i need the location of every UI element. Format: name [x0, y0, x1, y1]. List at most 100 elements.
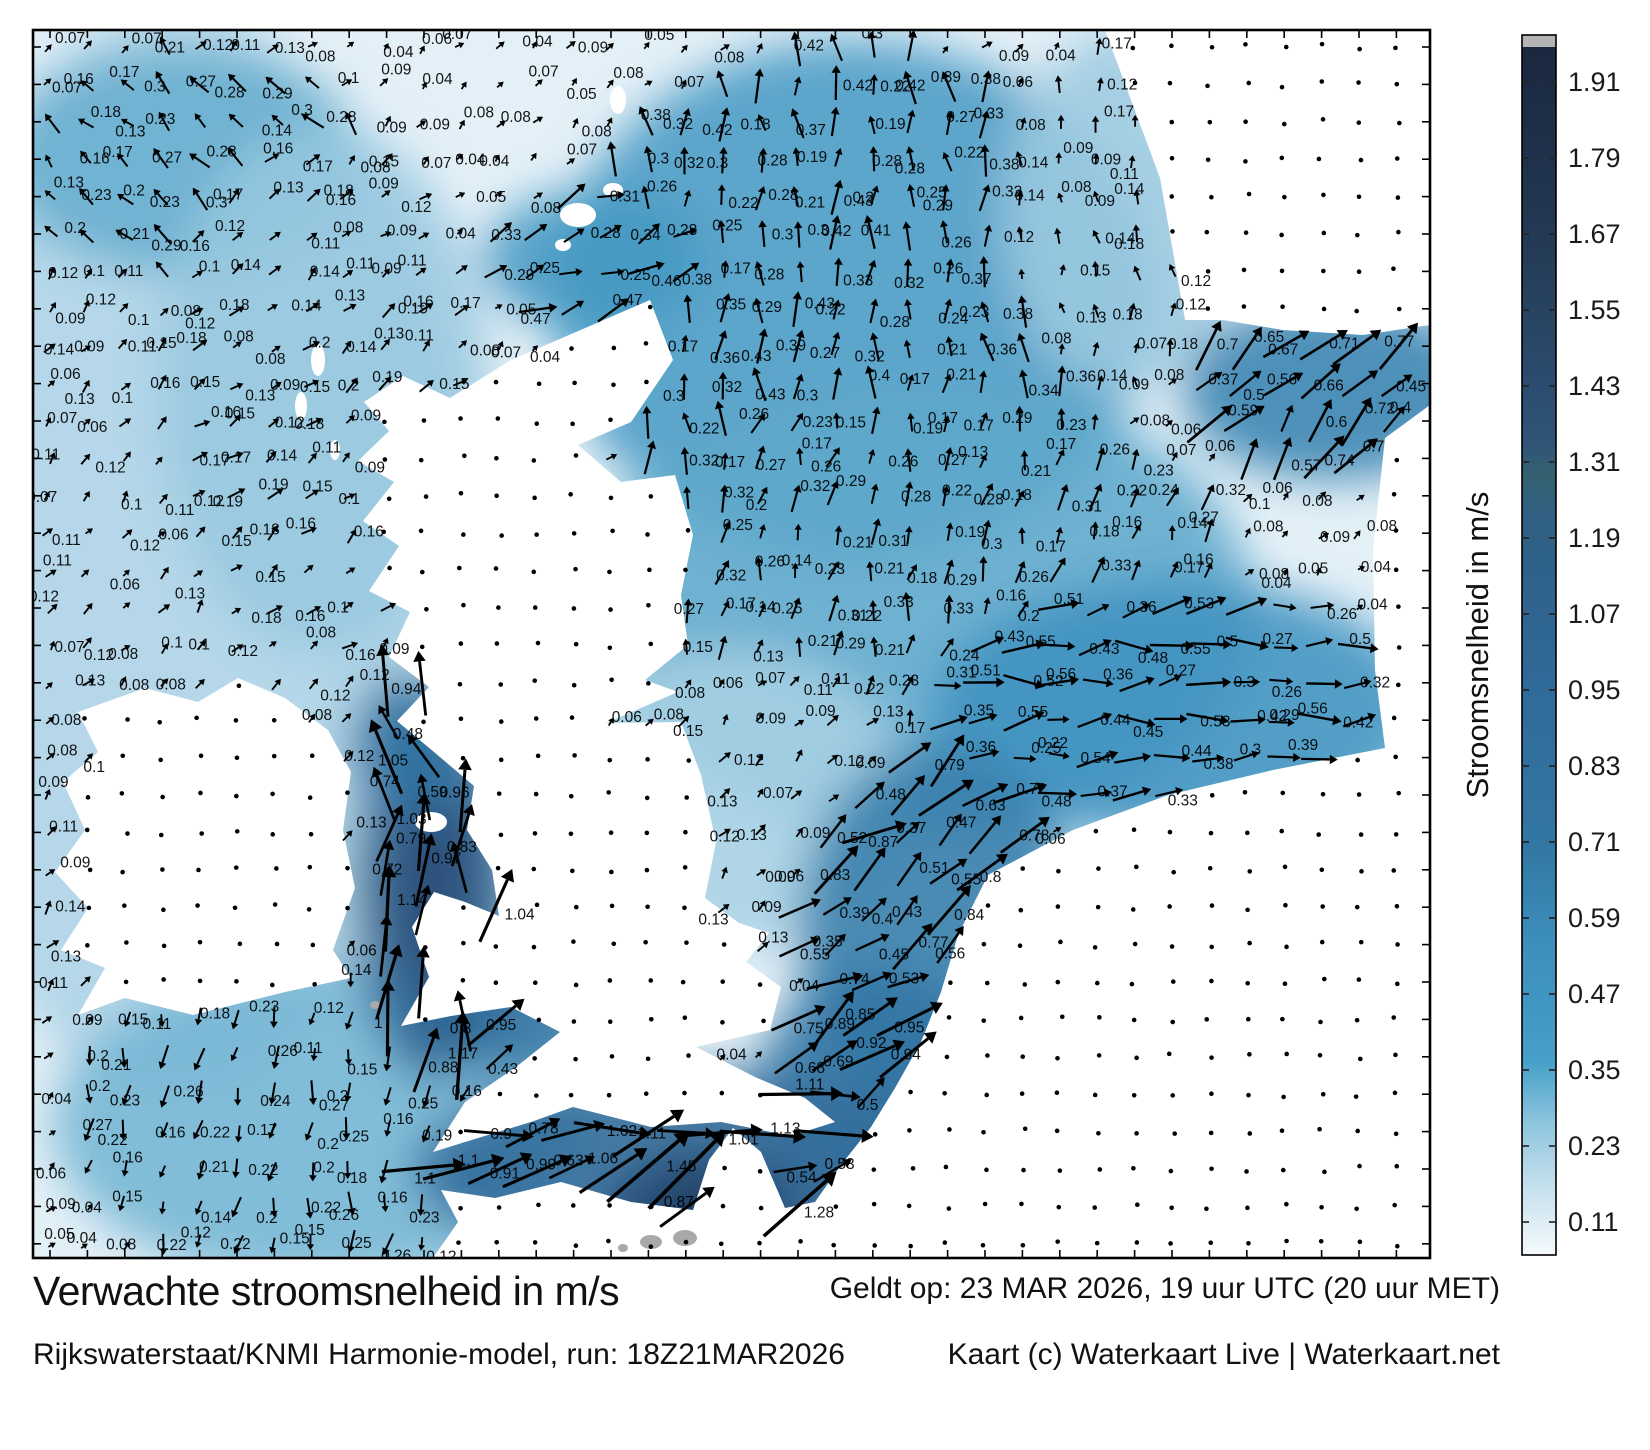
- current-vector: [720, 484, 729, 513]
- speed-label: 0.1: [327, 600, 349, 617]
- current-vector: [189, 77, 210, 94]
- land-dot: [1393, 1052, 1398, 1058]
- current-vector: [44, 44, 52, 53]
- speed-label: 0.36: [710, 350, 740, 367]
- current-vector: [534, 79, 543, 87]
- current-vector: [979, 256, 989, 288]
- speed-label: 1.03: [397, 811, 427, 828]
- current-vector: [192, 339, 208, 352]
- land-dot: [1092, 1092, 1098, 1098]
- island: [610, 86, 626, 114]
- current-vector: [341, 713, 352, 723]
- land-dot: [648, 494, 654, 499]
- current-vector: [1055, 526, 1063, 544]
- current-vector: [903, 70, 917, 105]
- current-vector: [484, 264, 508, 279]
- speed-label: 0.16: [263, 140, 293, 157]
- current-vector: [83, 418, 91, 426]
- current-vector: [268, 265, 282, 276]
- current-vector: [376, 644, 390, 717]
- current-vector: [870, 185, 879, 205]
- land-dot: [1171, 869, 1176, 875]
- speed-label: 0.07: [421, 155, 451, 172]
- land-dot: [122, 903, 127, 908]
- speed-label: 0.27: [938, 452, 968, 469]
- land-dot: [646, 602, 651, 608]
- current-vector: [718, 678, 725, 688]
- current-vector: [930, 714, 968, 731]
- speed-label: 0.25: [342, 1235, 372, 1252]
- current-vector: [345, 567, 356, 575]
- current-vector: [1186, 405, 1233, 444]
- land-dot: [532, 1056, 537, 1061]
- current-vector: [1200, 484, 1215, 511]
- speed-label: 0.04: [1261, 575, 1292, 592]
- current-vector: [903, 339, 912, 359]
- speed-label: 0.08: [1253, 518, 1283, 535]
- current-vector: [1204, 518, 1215, 543]
- speed-label: 0.43: [1089, 641, 1119, 658]
- current-vector: [45, 682, 53, 690]
- current-vector: [978, 184, 991, 212]
- land-dot: [609, 1054, 615, 1059]
- speed-label: 0.15: [347, 1062, 377, 1079]
- speed-label: 0.31: [610, 188, 640, 205]
- current-vector: [530, 152, 537, 161]
- current-vector: [1057, 114, 1065, 129]
- land-dot: [1021, 1167, 1026, 1173]
- speed-label: 0.22: [816, 302, 846, 319]
- land-dot: [536, 381, 542, 387]
- current-vector: [47, 380, 56, 387]
- current-vector: [834, 525, 843, 546]
- land-dot: [1280, 790, 1286, 796]
- current-vector: [120, 676, 127, 687]
- current-vector: [1128, 302, 1137, 321]
- current-vector: [342, 452, 350, 463]
- current-vector: [1230, 715, 1266, 725]
- speed-label: 0.23: [249, 999, 279, 1016]
- speed-label: 0.23: [150, 194, 180, 211]
- current-vector: [117, 193, 134, 206]
- current-vector: [1300, 363, 1341, 400]
- speed-label: 0.09: [351, 408, 381, 425]
- current-vector: [684, 679, 692, 689]
- speed-label: 0.13: [374, 325, 404, 342]
- speed-label: 0.41: [861, 223, 891, 240]
- speed-label: 0.2: [313, 1160, 335, 1177]
- current-vector: [1092, 190, 1100, 202]
- speed-label: 0.12: [215, 218, 245, 235]
- current-vector: [232, 263, 244, 275]
- current-vector: [1133, 189, 1141, 205]
- land-dot: [345, 790, 350, 795]
- speed-label: 0.13: [356, 815, 386, 832]
- land-dot: [1357, 46, 1362, 52]
- current-vector: [303, 379, 320, 388]
- land-dot: [1169, 194, 1175, 199]
- land-dot: [571, 939, 576, 944]
- land-dot: [120, 753, 126, 759]
- current-vector: [1057, 365, 1067, 397]
- speed-label: 0.38: [1204, 756, 1234, 773]
- land-dot: [233, 718, 239, 723]
- current-vector: [794, 523, 802, 541]
- speed-label: 0.54: [1081, 750, 1112, 767]
- current-vector: [1092, 341, 1100, 357]
- speed-label: 0.09: [999, 48, 1029, 65]
- speed-label: 0.09: [1091, 151, 1121, 168]
- speed-label: 0.29: [947, 572, 977, 589]
- speed-label: 0.14: [310, 264, 341, 281]
- speed-label: 0.14: [44, 342, 75, 359]
- land-dot: [345, 865, 350, 871]
- current-vector: [532, 116, 544, 124]
- speed-label: 0.11: [143, 1016, 172, 1033]
- speed-label: 0.06: [774, 868, 804, 885]
- speed-label: 0.35: [813, 933, 843, 950]
- current-vector: [1318, 532, 1330, 540]
- land-dot: [607, 569, 612, 575]
- speed-label: 0.07: [567, 142, 597, 159]
- speed-label: 0.56: [1046, 666, 1076, 683]
- current-vector: [266, 44, 279, 54]
- land-dot: [196, 867, 201, 873]
- current-vector: [122, 569, 130, 577]
- speed-label: 0.15: [225, 405, 255, 422]
